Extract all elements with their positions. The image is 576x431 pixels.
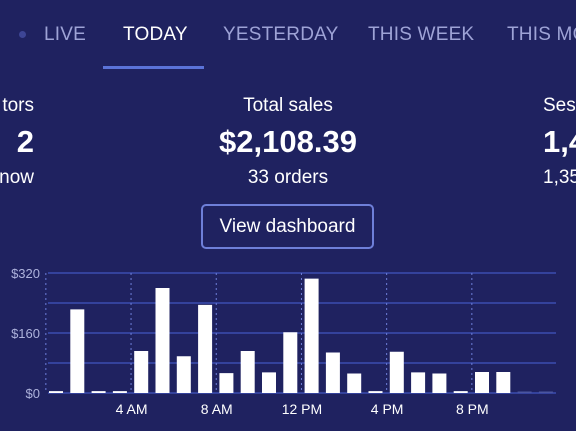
x-tick-label: 8 PM — [456, 401, 489, 417]
bar-hour-18 — [432, 373, 447, 393]
bar-hour-19 — [453, 391, 468, 393]
bar-hour-8 — [219, 373, 234, 393]
bar-hour-6 — [176, 356, 191, 393]
bar-hour-20 — [475, 372, 489, 393]
y-tick-label: $160 — [11, 326, 40, 341]
stat-sessions-value: 1,4 — [543, 124, 576, 159]
bar-hour-10 — [262, 372, 276, 393]
active-tab-indicator — [103, 66, 204, 69]
bar-hour-1 — [70, 309, 85, 393]
bar-hour-12 — [304, 278, 319, 393]
stat-sessions-label: Ses — [543, 95, 576, 116]
bar-hour-4 — [134, 351, 149, 393]
live-indicator-icon — [19, 31, 26, 38]
bar-hour-2 — [91, 391, 106, 393]
stat-sessions[interactable]: Ses 1,4 1,35 — [543, 94, 576, 190]
bar-hour-16 — [389, 351, 404, 393]
bar-hour-21 — [496, 372, 511, 393]
bar-hour-17 — [411, 372, 426, 393]
time-range-tabs: LIVE TODAY YESTERDAY THIS WEEK THIS MO — [0, 0, 576, 70]
x-tick-label: 8 AM — [201, 401, 233, 417]
bar-hour-11 — [283, 332, 298, 393]
tab-this-week[interactable]: THIS WEEK — [368, 24, 475, 45]
bar-hour-5 — [155, 288, 170, 393]
tab-live[interactable]: LIVE — [44, 24, 86, 45]
y-tick-label: $320 — [11, 266, 40, 281]
stat-sales-sub: 33 orders — [247, 167, 329, 188]
bar-hour-15 — [368, 391, 383, 393]
bar-hour-3 — [112, 391, 127, 393]
bar-hour-7 — [198, 304, 213, 393]
hourly-sales-chart: $0 $160 $320 4 AM 8 AM 12 PM 4 PM 8 PM — [11, 266, 556, 417]
bar-hour-9 — [240, 351, 255, 393]
tab-yesterday[interactable]: YESTERDAY — [223, 24, 339, 45]
bar-hour-23 — [538, 391, 553, 393]
tab-this-month[interactable]: THIS MO — [507, 24, 576, 45]
x-tick-label: 4 AM — [116, 401, 148, 417]
tab-today[interactable]: TODAY — [123, 24, 188, 45]
stat-total-sales[interactable]: Total sales $2,108.39 33 orders — [200, 94, 376, 190]
stat-visitors-label: tors — [2, 95, 34, 116]
bar-hour-0 — [49, 391, 63, 393]
bar-hour-14 — [347, 373, 362, 393]
bar-hour-22 — [517, 391, 532, 393]
stat-sessions-sub: 1,35 — [543, 167, 576, 188]
bar-hour-13 — [325, 352, 340, 393]
stat-sales-label: Total sales — [243, 95, 333, 116]
stat-visitors[interactable]: tors 2 now — [0, 94, 34, 190]
stat-visitors-sub: now — [0, 167, 34, 188]
stat-sales-value: $2,108.39 — [219, 124, 357, 159]
x-tick-label: 12 PM — [282, 401, 322, 417]
x-tick-label: 4 PM — [371, 401, 404, 417]
view-dashboard-button[interactable]: View dashboard — [201, 204, 374, 249]
y-tick-label: $0 — [26, 386, 40, 401]
stat-visitors-value: 2 — [16, 124, 34, 159]
